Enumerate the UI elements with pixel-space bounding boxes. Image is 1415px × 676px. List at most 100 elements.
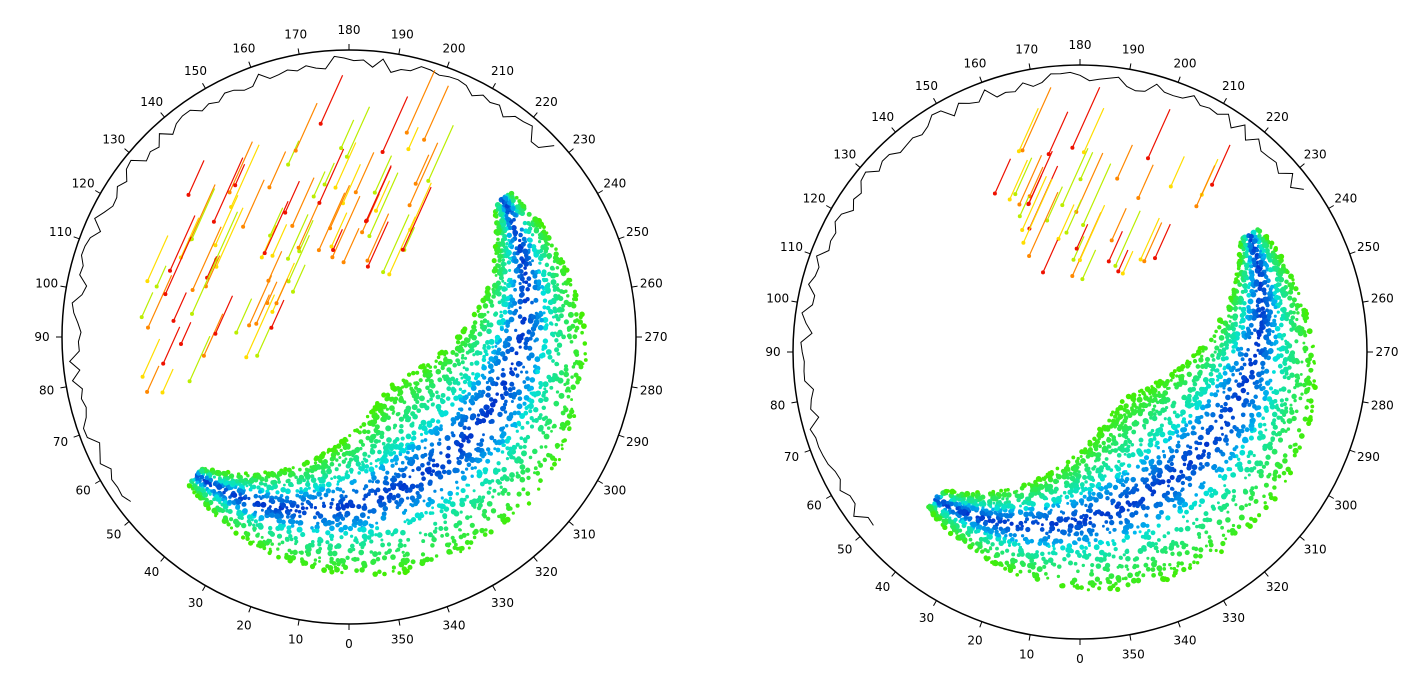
data-point — [573, 319, 578, 324]
data-point — [1124, 435, 1129, 440]
data-point — [493, 447, 497, 451]
data-point — [238, 522, 242, 526]
data-point — [553, 400, 560, 407]
tick-mark — [60, 285, 67, 288]
data-point — [538, 224, 542, 228]
data-point — [514, 204, 520, 210]
data-point — [506, 335, 513, 342]
data-point — [387, 498, 392, 504]
data-point — [246, 514, 253, 520]
data-point — [522, 380, 527, 384]
data-point — [1161, 449, 1165, 453]
data-point — [450, 422, 455, 427]
data-point — [1198, 369, 1203, 375]
data-point — [269, 512, 275, 518]
data-point — [439, 411, 445, 418]
data-point — [518, 238, 522, 243]
data-point — [231, 500, 236, 505]
data-point — [298, 467, 302, 472]
data-point — [1188, 460, 1194, 465]
data-point — [390, 484, 397, 491]
data-point — [504, 399, 508, 404]
tick-mark — [1299, 536, 1305, 541]
data-point — [1150, 530, 1156, 536]
data-point — [506, 282, 512, 288]
data-point — [470, 500, 475, 505]
data-point — [1125, 582, 1131, 588]
data-point — [380, 538, 384, 542]
data-point — [504, 516, 511, 523]
data-point — [296, 526, 303, 533]
data-point — [368, 479, 372, 483]
data-point — [567, 301, 573, 308]
data-point — [339, 535, 344, 540]
data-point — [463, 344, 468, 348]
data-point — [555, 266, 560, 270]
data-point — [1194, 446, 1199, 451]
data-point — [1213, 340, 1217, 344]
data-point — [350, 503, 356, 509]
data-point — [483, 470, 488, 475]
data-point — [1284, 397, 1289, 402]
data-point — [418, 486, 425, 492]
data-point — [349, 470, 353, 474]
data-point — [1188, 445, 1193, 450]
data-point — [1197, 345, 1203, 351]
data-point — [532, 216, 539, 223]
data-point — [1126, 567, 1130, 571]
data-point — [539, 445, 544, 449]
data-point — [1064, 484, 1069, 489]
data-point — [538, 397, 544, 404]
data-point — [1113, 448, 1118, 453]
data-point — [1124, 470, 1128, 473]
data-point — [413, 381, 417, 385]
data-point — [377, 569, 382, 575]
data-point — [977, 542, 983, 548]
data-point — [538, 261, 542, 265]
data-point — [493, 355, 499, 361]
data-point — [203, 500, 210, 507]
data-point — [554, 273, 559, 278]
data-point — [499, 310, 503, 314]
data-point — [468, 407, 472, 411]
data-point — [489, 303, 495, 308]
data-point — [463, 389, 467, 393]
data-point — [564, 420, 571, 426]
data-point — [517, 314, 523, 319]
data-point — [497, 258, 502, 263]
data-point — [1156, 565, 1163, 571]
data-point — [205, 486, 209, 491]
tick-mark — [446, 606, 450, 613]
tick-mark — [891, 127, 896, 133]
data-point — [391, 569, 395, 573]
data-point — [554, 256, 560, 263]
arrow-origin — [247, 323, 252, 328]
data-point — [1141, 467, 1147, 473]
data-point — [1230, 415, 1235, 420]
data-point — [502, 228, 507, 232]
data-point — [284, 498, 290, 504]
data-point — [336, 482, 340, 486]
tick-label: 40 — [144, 565, 159, 579]
data-point — [313, 506, 318, 510]
data-point — [520, 370, 523, 374]
data-point — [537, 487, 541, 491]
tick-label: 290 — [626, 435, 649, 449]
data-point — [1103, 485, 1109, 491]
data-point — [307, 469, 311, 473]
tick-label: 280 — [1371, 398, 1394, 412]
arrow-origin — [317, 200, 322, 205]
tick-label: 100 — [35, 277, 58, 291]
data-point — [1166, 386, 1170, 391]
data-point — [425, 369, 429, 373]
arrow-origin — [372, 190, 377, 195]
data-point — [507, 306, 511, 310]
arrow-origin — [262, 251, 267, 256]
data-point — [461, 503, 465, 507]
data-point — [390, 463, 395, 468]
data-point — [442, 513, 448, 519]
data-point — [530, 222, 535, 226]
data-point — [1145, 566, 1151, 572]
tick-label: 340 — [1174, 633, 1197, 647]
tick-label: 290 — [1357, 450, 1380, 464]
